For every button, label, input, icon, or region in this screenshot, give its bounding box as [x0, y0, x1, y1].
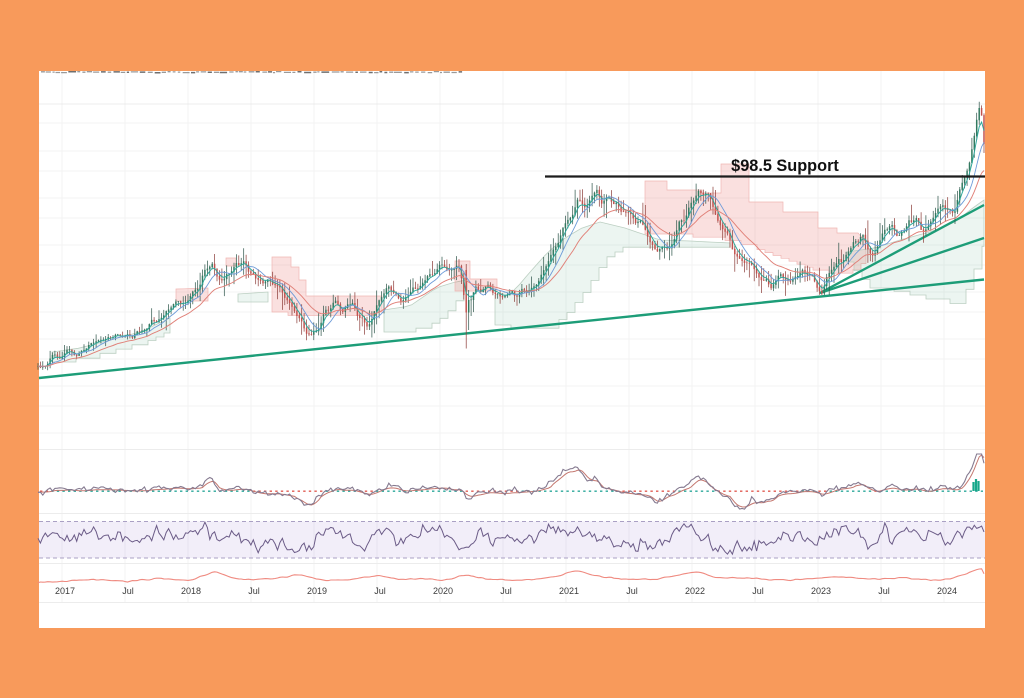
svg-text:Jul: Jul: [248, 586, 260, 596]
svg-text:Jul: Jul: [878, 586, 890, 596]
svg-text:2021: 2021: [559, 586, 579, 596]
svg-text:Jul: Jul: [752, 586, 764, 596]
svg-text:2022: 2022: [685, 586, 705, 596]
svg-text:Jul: Jul: [626, 586, 638, 596]
svg-text:Jul: Jul: [374, 586, 386, 596]
svg-text:$98.5 Support: $98.5 Support: [731, 157, 839, 175]
svg-text:2017: 2017: [55, 586, 75, 596]
svg-text:2019: 2019: [307, 586, 327, 596]
svg-text:2024: 2024: [937, 586, 957, 596]
svg-text:2018: 2018: [181, 586, 201, 596]
svg-text:2023: 2023: [811, 586, 831, 596]
svg-text:Jul: Jul: [122, 586, 134, 596]
svg-text:2020: 2020: [433, 586, 453, 596]
svg-text:Jul: Jul: [500, 586, 512, 596]
